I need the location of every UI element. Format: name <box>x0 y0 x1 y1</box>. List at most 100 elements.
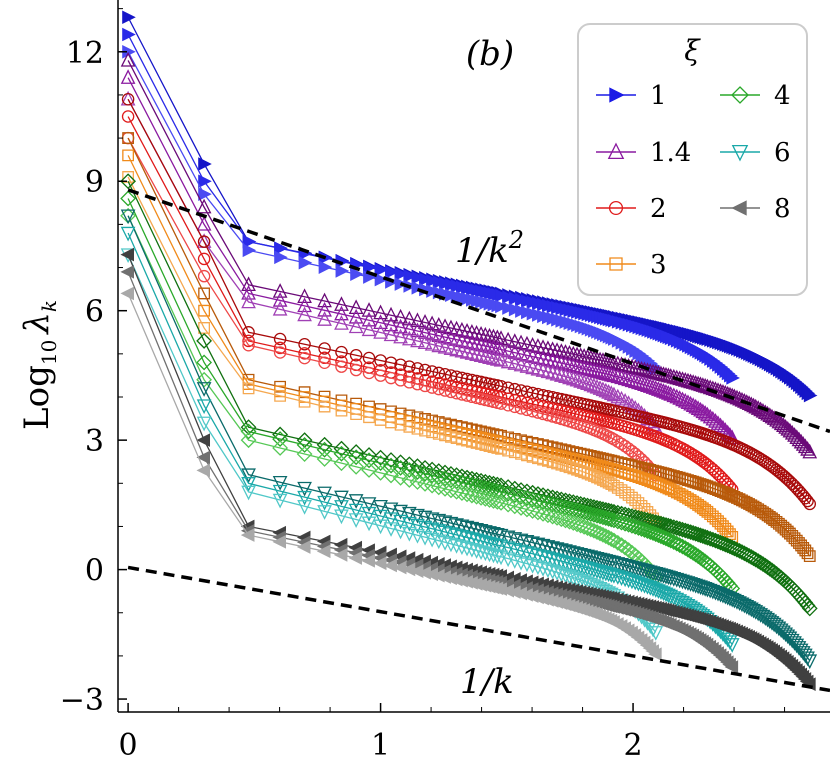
series-6-variant-0 <box>120 209 818 670</box>
data-point <box>793 643 809 659</box>
data-point <box>486 339 501 355</box>
data-point <box>272 475 288 491</box>
data-point <box>242 338 255 352</box>
data-point <box>297 297 312 313</box>
series-1.4-variant-0 <box>120 51 818 459</box>
data-point <box>648 647 662 661</box>
data-point <box>635 499 648 512</box>
data-point <box>713 417 728 433</box>
data-point <box>372 455 389 472</box>
data-point <box>677 522 694 539</box>
data-point <box>443 465 459 482</box>
data-point <box>546 456 559 469</box>
data-point <box>437 515 453 531</box>
data-point <box>736 494 748 507</box>
data-point <box>383 326 399 342</box>
data-point <box>726 489 739 502</box>
data-point <box>613 537 630 554</box>
data-point <box>508 446 521 459</box>
data-point <box>720 590 736 606</box>
data-point <box>717 384 733 400</box>
data-point <box>410 312 425 328</box>
data-point <box>752 503 765 516</box>
data-point <box>426 274 440 288</box>
data-point <box>438 367 452 381</box>
data-point <box>317 505 332 520</box>
data-point <box>600 529 617 546</box>
data-point <box>473 545 489 561</box>
data-point <box>196 198 212 214</box>
data-point <box>741 547 757 564</box>
data-point <box>674 521 691 538</box>
data-layer <box>120 10 818 691</box>
data-point <box>627 518 644 535</box>
data-point <box>411 362 424 375</box>
data-point <box>724 489 736 501</box>
data-point <box>515 447 527 460</box>
data-point <box>600 510 617 527</box>
data-point <box>549 566 565 581</box>
data-point <box>459 344 475 359</box>
data-point <box>393 504 408 520</box>
data-point <box>664 469 677 482</box>
data-point <box>582 506 599 522</box>
data-point <box>554 554 569 570</box>
data-point <box>506 498 523 515</box>
data-point <box>733 493 746 506</box>
data-point <box>608 463 620 476</box>
data-point <box>121 92 135 106</box>
data-point <box>626 491 638 504</box>
data-point <box>335 345 348 359</box>
legend: ξ 1 1.4 2 3 4 6 8 <box>577 23 808 296</box>
data-point <box>783 475 797 488</box>
y-tick-label: −3 <box>60 683 104 718</box>
data-point <box>461 434 473 447</box>
data-point <box>655 479 667 492</box>
series-1-variant-2 <box>122 44 664 376</box>
data-point <box>392 459 409 476</box>
data-point <box>764 616 780 631</box>
series-1-variant-1 <box>122 27 740 385</box>
data-point <box>419 272 433 287</box>
data-point <box>425 365 439 378</box>
data-point <box>630 519 647 536</box>
data-point <box>298 395 311 408</box>
data-point <box>784 633 800 649</box>
data-point <box>272 300 288 316</box>
data-point <box>443 482 459 499</box>
legend-item-1: 1 <box>596 81 667 111</box>
data-point <box>801 600 818 617</box>
data-point <box>348 494 364 509</box>
data-point <box>670 470 683 483</box>
data-point <box>297 288 312 304</box>
data-point <box>373 500 388 515</box>
data-point <box>373 509 388 525</box>
data-point <box>738 546 755 563</box>
data-point <box>637 563 652 579</box>
data-point <box>449 518 464 533</box>
data-point <box>464 345 480 360</box>
data-point <box>297 500 312 515</box>
data-point <box>297 481 312 497</box>
data-point <box>507 532 523 547</box>
data-point <box>198 157 212 171</box>
data-point <box>297 490 312 506</box>
legend-item-1.4: 1.4 <box>596 138 691 168</box>
data-point <box>579 505 596 522</box>
data-point <box>196 433 211 447</box>
y-axis-title-sub: 10 <box>37 340 61 365</box>
data-point <box>460 372 474 386</box>
data-point <box>549 509 565 526</box>
x-tick-label: 2 <box>624 728 643 763</box>
data-point <box>274 250 288 265</box>
data-point <box>638 473 651 486</box>
data-point <box>443 527 459 542</box>
data-point <box>507 543 523 558</box>
data-point <box>740 496 753 509</box>
data-point <box>198 174 212 189</box>
data-point <box>749 501 762 514</box>
data-point <box>682 543 699 560</box>
data-point <box>624 372 640 388</box>
data-point <box>274 390 287 402</box>
data-point <box>197 235 211 248</box>
